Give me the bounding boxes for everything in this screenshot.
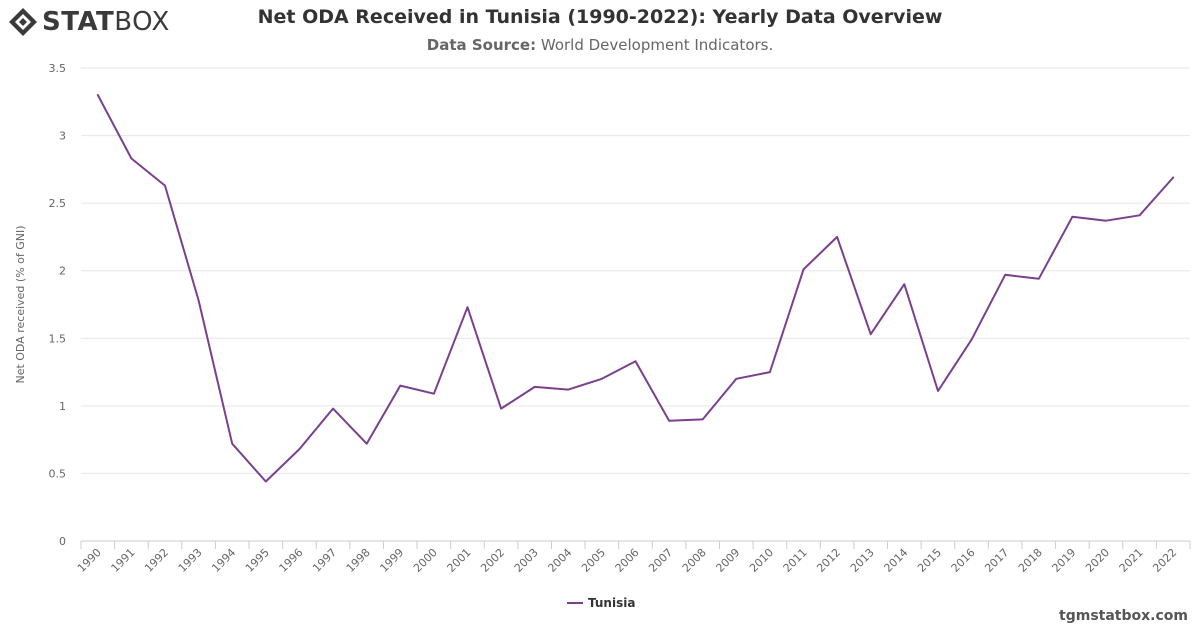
x-tick-label: 2017 [982, 546, 1011, 575]
x-tick-label: 2019 [1050, 546, 1079, 575]
logo-text-bold: STAT [42, 7, 115, 37]
y-tick-label: 1 [59, 400, 66, 413]
x-tick-label: 2020 [1083, 546, 1112, 575]
x-tick-label: 1991 [109, 546, 138, 575]
subtitle-label: Data Source: [426, 36, 537, 54]
y-tick-label: 0 [59, 535, 66, 548]
x-tick-label: 2011 [781, 546, 810, 575]
x-tick-label: 1994 [209, 546, 238, 575]
y-tick-label: 1.5 [49, 332, 67, 345]
x-tick-label: 2009 [713, 546, 742, 575]
x-tick-label: 2015 [915, 546, 944, 575]
x-tick-label: 1993 [176, 546, 205, 575]
x-tick-label: 1995 [243, 546, 272, 575]
x-tick-label: 2002 [478, 546, 507, 575]
x-tick-label: 1998 [344, 546, 373, 575]
x-tick-label: 2021 [1117, 546, 1146, 575]
subtitle-text: World Development Indicators. [540, 36, 774, 54]
x-tick-label: 2014 [881, 546, 910, 575]
x-tick-label: 1999 [377, 546, 406, 575]
x-tick-label: 2022 [1150, 546, 1179, 575]
y-tick-label: 0.5 [49, 467, 67, 480]
y-tick-label: 3 [59, 130, 66, 143]
x-tick-label: 2005 [579, 546, 608, 575]
y-tick-label: 2.5 [49, 197, 67, 210]
chart-subtitle: Data Source: World Development Indicator… [0, 36, 1200, 54]
x-tick-label: 2008 [680, 546, 709, 575]
x-tick-label: 2016 [949, 546, 978, 575]
x-tick-label: 2007 [646, 546, 675, 575]
logo-wordmark: STATBOX [42, 7, 170, 37]
diamond-logo-icon [9, 8, 37, 36]
series-line-tunisia [96, 94, 1175, 483]
y-tick-label: 3.5 [49, 62, 67, 75]
y-tick-label: 2 [59, 265, 66, 278]
legend-label: Tunisia [588, 596, 635, 610]
footer-site: tgmstatbox.com [1059, 608, 1188, 624]
x-tick-label: 2018 [1016, 546, 1045, 575]
chart-title: Net ODA Received in Tunisia (1990-2022):… [257, 6, 943, 28]
x-tick-label: 2004 [545, 546, 574, 575]
x-tick-label: 2013 [848, 546, 877, 575]
x-tick-label: 2006 [613, 546, 642, 575]
logo-text-light: BOX [114, 7, 170, 37]
x-tick-label: 2010 [747, 546, 776, 575]
x-tick-label: 2003 [512, 546, 541, 575]
x-tick-label: 2000 [411, 546, 440, 575]
x-tick-label: 2001 [445, 546, 474, 575]
x-tick-label: 2012 [814, 546, 843, 575]
x-tick-label: 1992 [142, 546, 171, 575]
statbox-logo: STATBOX [8, 6, 170, 38]
y-axis-title: Net ODA received (% of GNI) [14, 225, 27, 383]
x-tick-label: 1996 [277, 546, 306, 575]
x-tick-label: 1990 [75, 546, 104, 575]
x-tick-label: 1997 [310, 546, 339, 575]
